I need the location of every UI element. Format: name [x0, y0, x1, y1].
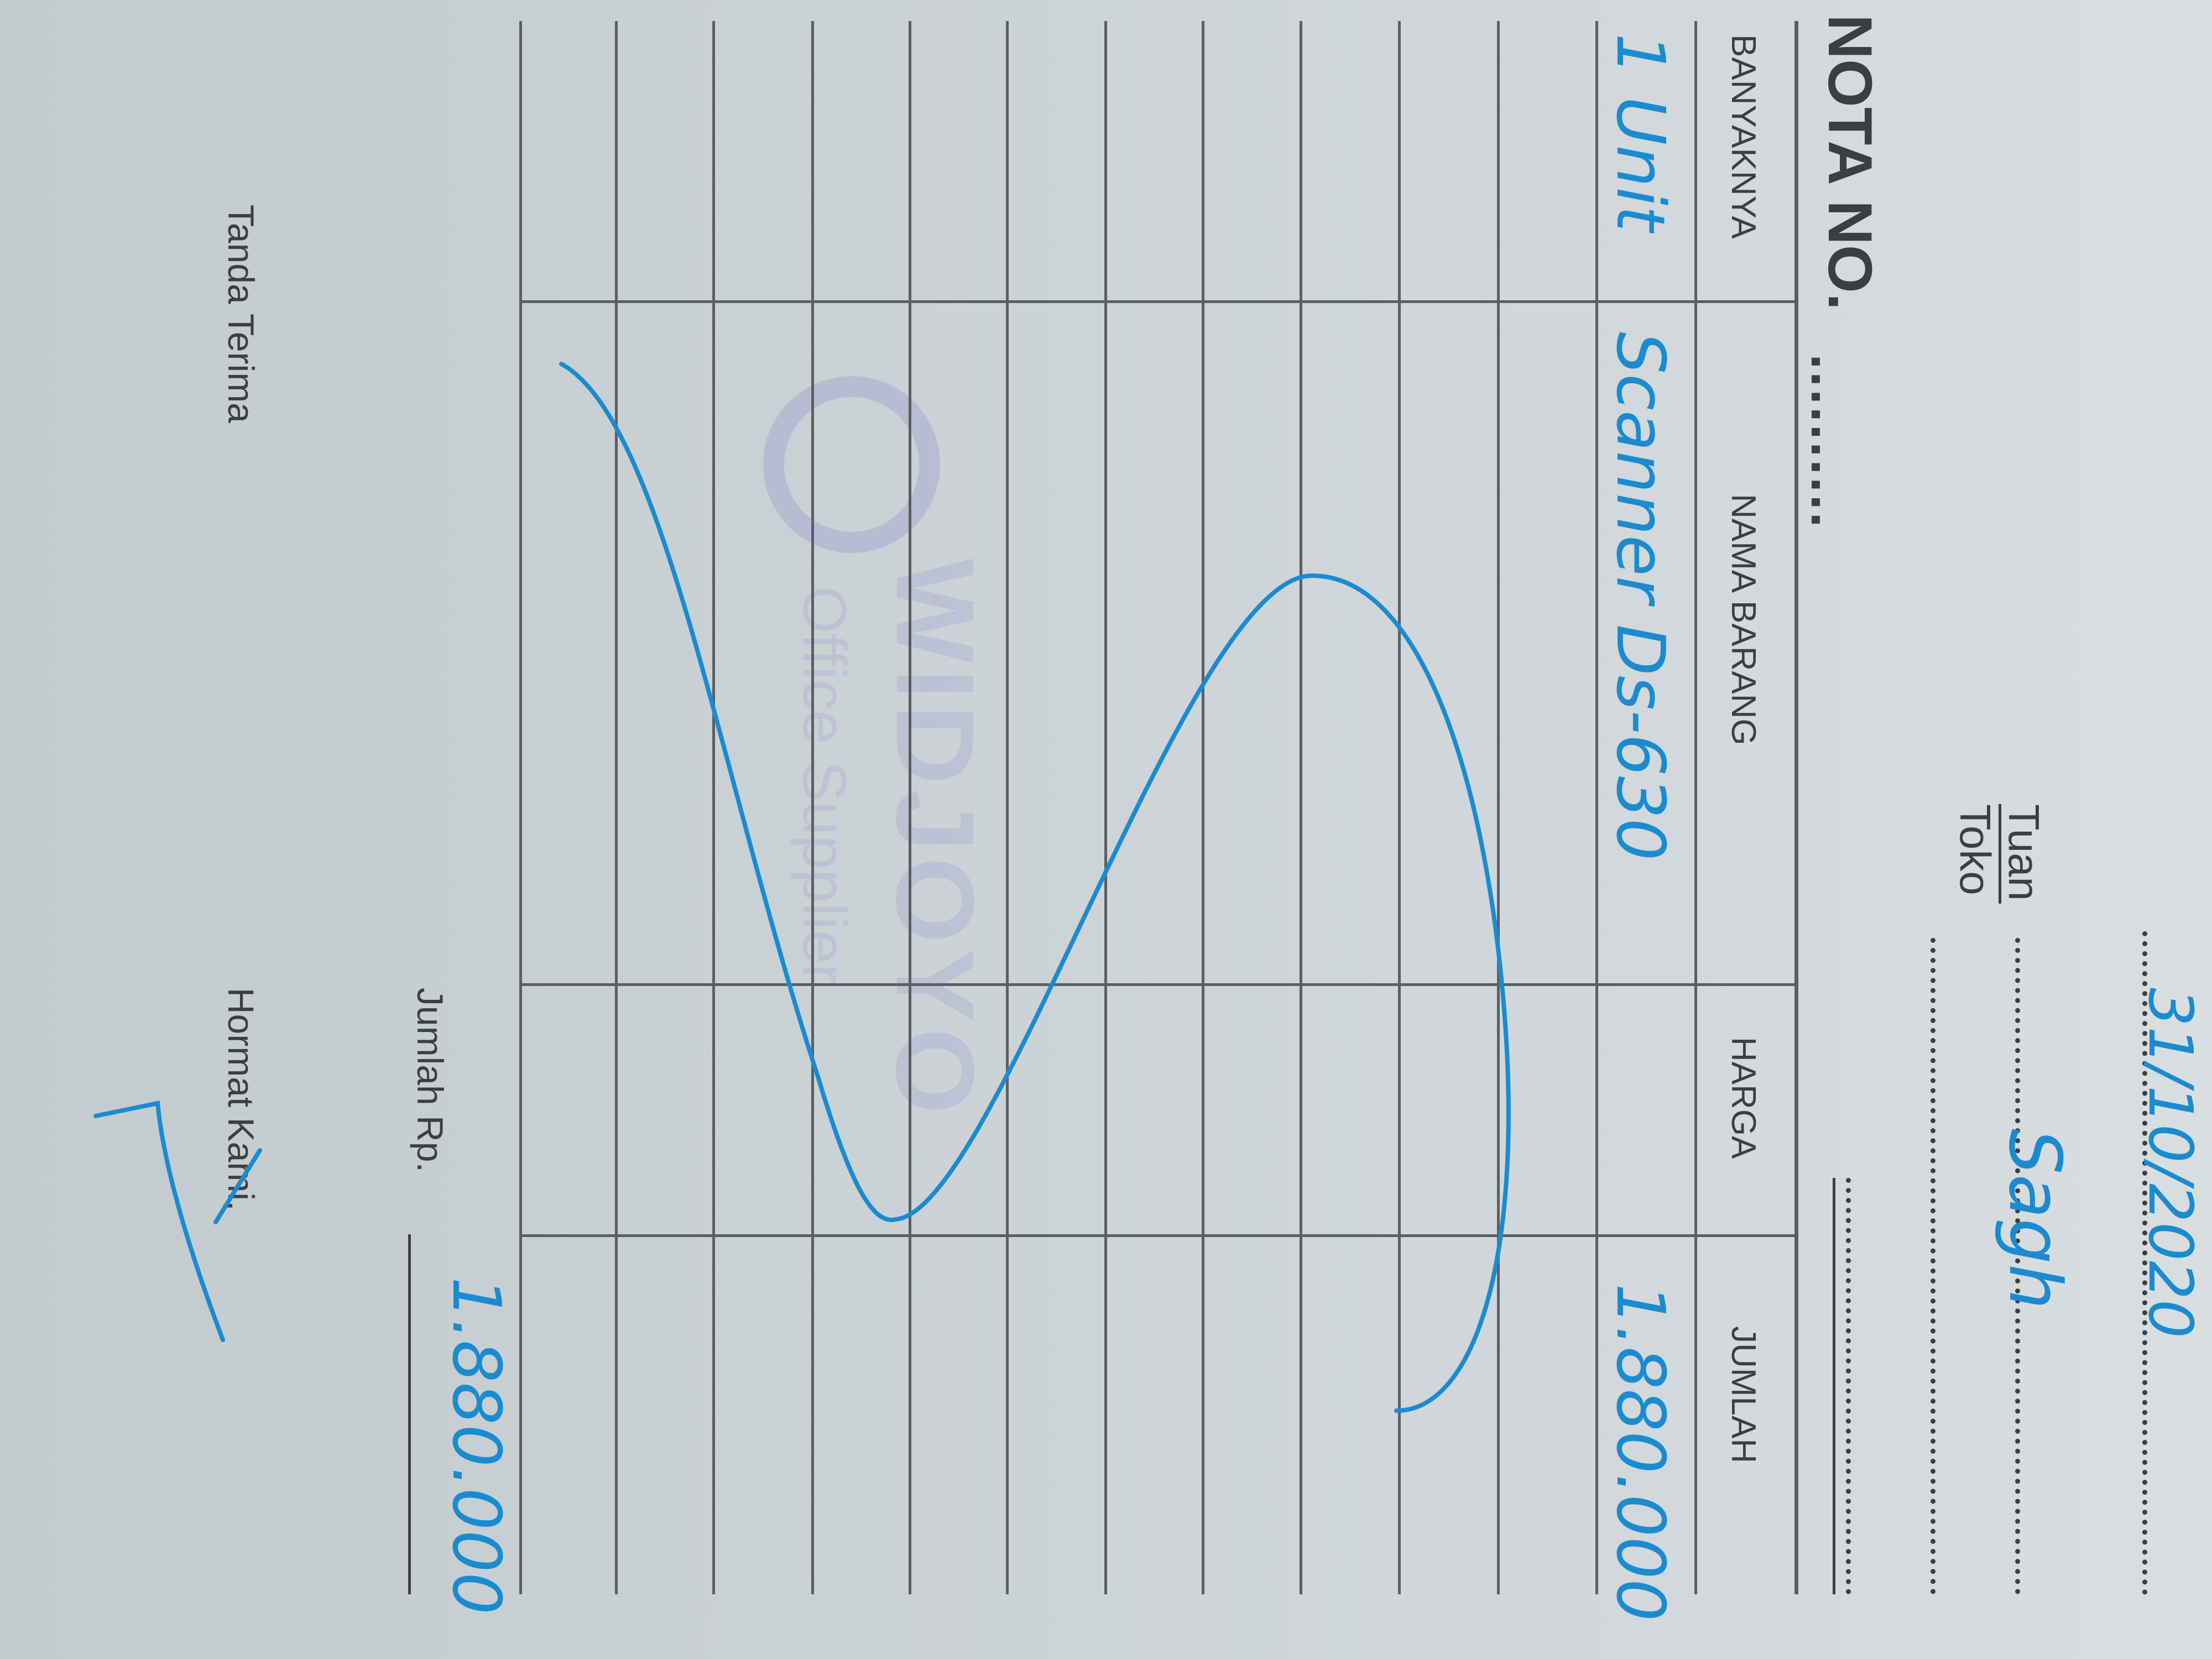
table-line [1794, 21, 1798, 1594]
total-label: Jumlah Rp. [410, 988, 451, 1172]
address-field-2 [1846, 1178, 1851, 1594]
tuan-toko-divider [1999, 804, 2001, 904]
stamp-subtitle: Office Supplier [790, 586, 858, 984]
column-divider [519, 983, 1797, 986]
stamp-name: WIDJOYO [873, 559, 997, 1120]
header-underline [1833, 1178, 1835, 1594]
table-line [1398, 21, 1401, 1594]
table-line [519, 21, 522, 1594]
address-field [1931, 938, 1936, 1594]
table-line [712, 21, 715, 1594]
item-quantity: 1 Unit [1601, 33, 1678, 232]
table-line [1595, 21, 1598, 1594]
table-line [1006, 21, 1009, 1594]
column-header-harga: HARGA [1724, 1037, 1762, 1159]
table-line [909, 21, 911, 1594]
table-line [1497, 21, 1500, 1594]
total-underline [408, 1234, 411, 1594]
column-divider [519, 1234, 1797, 1237]
table-line [1202, 21, 1204, 1594]
column-header-jumlah: JUMLAH [1724, 1326, 1762, 1464]
item-name: Scanner Ds-630 [1601, 332, 1678, 861]
date-field [2142, 931, 2147, 1595]
received-label: Tanda Terima [221, 205, 262, 424]
total-value: 1.880.000 [437, 1277, 514, 1615]
table-line [1104, 21, 1107, 1594]
toko-label: Toko [1951, 804, 2000, 895]
table-line [1694, 21, 1697, 1594]
signature-mark [93, 1100, 262, 1342]
nota-number-dots: .......... [1799, 354, 1861, 530]
table-line [615, 21, 618, 1594]
item-amount: 1.880.000 [1601, 1284, 1678, 1621]
tuan-label: Tuan [2000, 804, 2048, 901]
table-line [811, 21, 814, 1594]
customer-name: Sagh [1993, 1129, 2077, 1310]
column-header-nama-barang: NAMA BARANG [1724, 494, 1762, 745]
date-value: 31/10/2020 [2135, 988, 2206, 1339]
column-header-banyaknya: BANYAKNYA [1724, 34, 1762, 239]
customer-field [2015, 938, 2020, 1594]
regards-label: Hormat Kami, [221, 988, 262, 1211]
table-line [1300, 21, 1302, 1594]
column-divider [519, 300, 1797, 303]
page-title: NOTA NO. [1815, 14, 1885, 311]
cancel-strike-curve [559, 362, 1511, 1413]
